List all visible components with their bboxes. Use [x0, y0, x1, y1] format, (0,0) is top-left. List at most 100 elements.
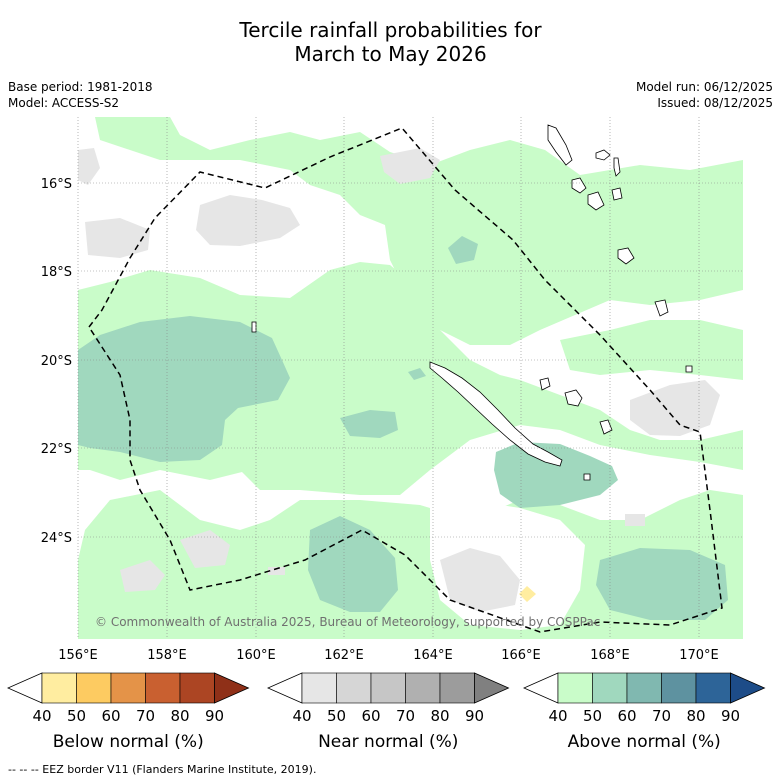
colorbar-segment [76, 672, 112, 704]
colorbar-tick-label: 50 [67, 707, 86, 725]
vanuatu-island-3 [571, 177, 587, 194]
new-caledonia-coast [429, 361, 563, 467]
copyright-note: © Commonwealth of Australia 2025, Bureau… [95, 615, 600, 629]
colorbar-segment [626, 672, 662, 704]
near-normal-region-7 [180, 530, 230, 568]
colorbar-tick-label: 40 [292, 707, 311, 725]
lon-label-170e: 170°E [679, 648, 719, 663]
lon-label-166e: 166°E [501, 648, 541, 663]
above-normal-region-north [95, 117, 743, 345]
colorbar-tick-label: 90 [721, 707, 740, 725]
colorbar-tick-label: 40 [548, 707, 567, 725]
colorbar-tick-label: 70 [136, 707, 155, 725]
colorbar-min-extend [523, 672, 559, 704]
model-run-date: Model run: 06/12/2025 [635, 80, 773, 94]
loyalty-island-2 [539, 377, 551, 391]
issued-date: Issued: 08/12/2025 [657, 96, 773, 110]
colorbar-segment [695, 672, 731, 704]
colorbar-label: Below normal (%) [53, 732, 204, 752]
colorbar-segment [439, 672, 475, 704]
colorbar-label: Above normal (%) [568, 732, 721, 752]
vanuatu-island-4 [587, 191, 605, 211]
colorbar-tick-label: 80 [430, 707, 449, 725]
colorbar-segment [301, 672, 337, 704]
near-normal-region-9 [625, 514, 645, 526]
above-normal-50-small [408, 368, 426, 380]
colorbar-max-extend [474, 672, 510, 704]
colorbar-tick-label: 50 [583, 707, 602, 725]
vanuatu-island-5 [611, 187, 623, 201]
title-line-1: Tercile rainfall probabilities for [239, 18, 542, 42]
eez-footnote: -- -- -- EEZ border V11 (Flanders Marine… [8, 763, 317, 776]
lat-label-20s: 20°S [41, 354, 72, 369]
colorbar-tick-label: 50 [327, 707, 346, 725]
island-east-1 [654, 299, 669, 317]
vanuatu-island-6 [613, 157, 621, 177]
colorbar-segment [179, 672, 215, 704]
lat-label-18s: 18°S [41, 265, 72, 280]
above-normal-50-west [78, 316, 290, 462]
coastlines [251, 124, 693, 481]
near-normal-region-6 [120, 560, 165, 592]
colorbar-max-extend [730, 672, 766, 704]
colorbar-tick-label: 90 [465, 707, 484, 725]
colorbar-tick-label: 80 [170, 707, 189, 725]
colorbar-segment [145, 672, 181, 704]
colorbar-segment [405, 672, 441, 704]
above-normal-50-central [340, 410, 398, 438]
model-name: Model: ACCESS-S2 [8, 96, 120, 110]
probability-field [78, 117, 743, 639]
vanuatu-island-2 [595, 149, 611, 161]
colorbar-segment [41, 672, 77, 704]
loyalty-island-3 [599, 419, 613, 435]
above-normal-50-sw [308, 516, 398, 612]
colorbar-max-extend [214, 672, 250, 704]
near-normal-region-10 [268, 567, 285, 575]
colorbar-tick-label: 90 [205, 707, 224, 725]
colorbar-segment [592, 672, 628, 704]
near-normal-region-3 [78, 148, 100, 185]
longitude-labels: 156°E 158°E 160°E 162°E 164°E 166°E 168°… [58, 648, 719, 663]
colorbar-segment [110, 672, 146, 704]
lat-label-22s: 22°S [41, 442, 72, 457]
base-period: Base period: 1981-2018 [8, 80, 153, 94]
eez-border [88, 127, 723, 633]
loyalty-island-1 [564, 389, 583, 407]
colorbar-tick-label: 40 [32, 707, 51, 725]
island-east-2 [685, 365, 693, 373]
colorbar-segment [661, 672, 697, 704]
above-normal-region-east [560, 320, 743, 380]
below-normal-region [519, 586, 536, 602]
vanuatu-island-7 [617, 247, 635, 265]
graticule [77, 117, 743, 639]
map-title: Tercile rainfall probabilities for March… [0, 18, 781, 66]
colorbar-tick-label: 60 [361, 707, 380, 725]
vanuatu-island-1 [547, 124, 573, 166]
above-normal-50-south [494, 442, 618, 508]
colorbar-label: Near normal (%) [318, 732, 458, 752]
colorbar-tick-label: 70 [396, 707, 415, 725]
model-info: Base period: 1981-2018 Model: ACCESS-S2 [8, 79, 153, 111]
colorbar-tick-label: 60 [617, 707, 636, 725]
lon-label-164e: 164°E [413, 648, 453, 663]
colorbar-min-extend [7, 672, 43, 704]
near-normal-region-2 [196, 195, 300, 246]
near-normal-region-4 [380, 148, 440, 184]
lon-label-168e: 168°E [590, 648, 630, 663]
lon-label-160e: 160°E [236, 648, 276, 663]
issue-info: Model run: 06/12/2025 Issued: 08/12/2025 [636, 79, 773, 111]
above-normal-50-north [448, 236, 478, 264]
near-normal-region-1 [85, 218, 150, 258]
colorbar-segment [370, 672, 406, 704]
title-line-2: March to May 2026 [294, 42, 487, 66]
colorbar-min-extend [267, 672, 303, 704]
isle-of-pines [583, 473, 591, 481]
lon-label-156e: 156°E [58, 648, 98, 663]
reef-islet-1 [251, 321, 257, 333]
colorbar-segment [336, 672, 372, 704]
lat-label-16s: 16°S [41, 177, 72, 192]
